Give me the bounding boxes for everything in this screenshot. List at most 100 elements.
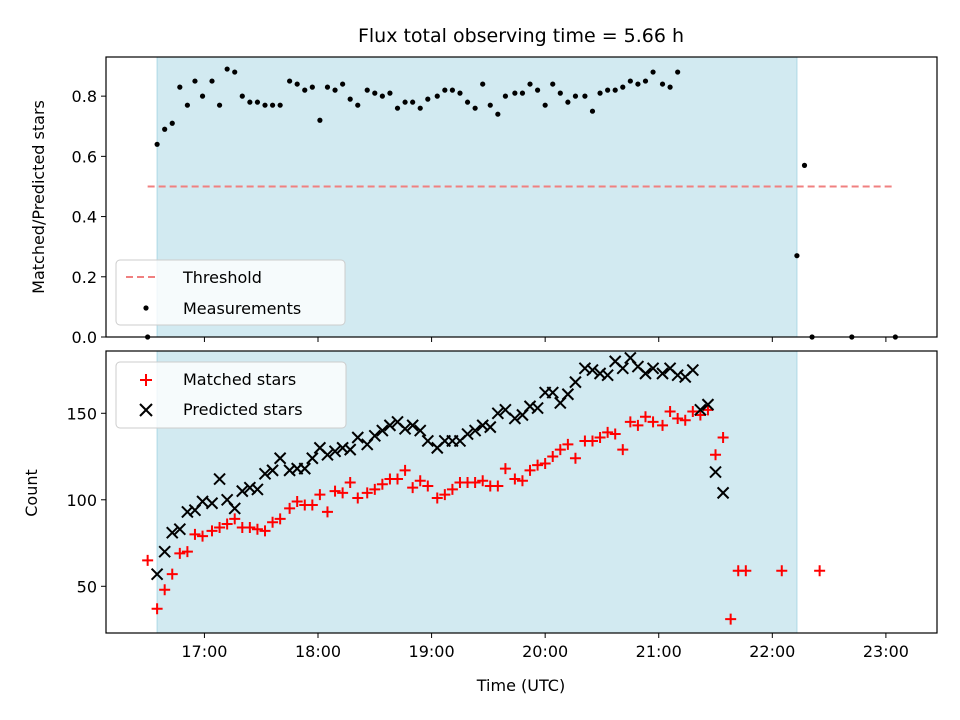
- matched-starspoint: [431, 492, 443, 504]
- predicted-starspoint: [716, 486, 730, 500]
- predicted-starspoint: [671, 369, 684, 382]
- matched-starspoint: [516, 475, 528, 487]
- matched-starspoint: [672, 412, 684, 424]
- predicted-starspoint: [213, 472, 226, 486]
- predicted-starspoint: [336, 441, 349, 455]
- predicted-starspoint: [531, 401, 544, 415]
- matched-starspoint: [321, 506, 333, 518]
- bottom-xlabel: Time (UTC): [476, 676, 565, 695]
- y-tick-label: 150: [66, 404, 97, 423]
- matched-starspoint: [602, 426, 614, 438]
- predicted-starspoint: [166, 526, 179, 539]
- matched-starspoint: [562, 438, 574, 450]
- predicted-starspoint: [593, 367, 607, 380]
- x-tick-label: 23:00: [863, 642, 909, 661]
- predicted-starspoint: [701, 398, 715, 411]
- measurementspoint: [527, 81, 533, 87]
- matched-starspoint: [166, 568, 178, 580]
- measurementspoint: [457, 90, 463, 96]
- measurementspoint: [394, 105, 401, 111]
- measurementspoint: [582, 93, 588, 99]
- measurementspoint: [565, 99, 571, 105]
- predicted-starspoint: [508, 412, 522, 425]
- predicted-starspoint: [569, 375, 582, 389]
- matched-starspoint: [594, 432, 606, 444]
- matched-starspoint: [414, 475, 426, 487]
- measurementspoint: [675, 69, 681, 75]
- matched-starspoint: [314, 489, 326, 501]
- predicted-starspoint: [414, 424, 427, 437]
- measurementspoint: [472, 105, 478, 111]
- matched-starspoint: [189, 528, 201, 540]
- matched-starspoint: [657, 419, 669, 431]
- predicted-starspoint: [243, 481, 257, 494]
- predicted-starspoint: [398, 422, 412, 436]
- matched-starspoint: [221, 518, 233, 530]
- measurementspoint: [239, 93, 245, 99]
- predicted-starspoint: [306, 452, 319, 465]
- matched-starspoint: [694, 409, 706, 421]
- measurementspoint: [364, 87, 370, 93]
- y-tick-label: 0.0: [72, 328, 97, 347]
- predicted-starspoint: [351, 431, 364, 444]
- predicted-starspoint: [236, 484, 249, 498]
- predicted-starspoint: [328, 445, 342, 458]
- measurementspoint: [659, 81, 666, 87]
- matched-starspoint: [229, 513, 241, 525]
- measurementspoint: [502, 93, 509, 99]
- matched-starspoint: [244, 521, 256, 533]
- matched-starspoint: [369, 483, 381, 495]
- measurementspoint: [169, 120, 175, 126]
- measurementspoint: [849, 334, 855, 340]
- measurementspoint: [145, 334, 151, 340]
- top-ylabel: Matched/Predicted stars: [29, 100, 48, 294]
- predicted-starspoint: [491, 407, 505, 420]
- predicted-starspoint: [251, 483, 264, 496]
- matched-starspoint: [142, 554, 154, 566]
- measurementspoint: [519, 90, 526, 96]
- matched-starspoint: [159, 584, 171, 596]
- predicted-starspoint: [476, 419, 489, 432]
- matched-starspoint: [197, 530, 209, 542]
- x-tick-label: 18:00: [295, 642, 341, 661]
- bottom-legend: Matched stars Predicted stars: [115, 361, 347, 429]
- measurementspoint: [417, 105, 423, 111]
- measurementspoint: [232, 69, 238, 75]
- matched-starspoint: [524, 464, 536, 476]
- x-tick-label: 21:00: [636, 642, 682, 661]
- figure-title: Flux total observing time = 5.66 h: [358, 25, 684, 47]
- predicted-starspoint: [228, 502, 241, 515]
- measurementspoint: [572, 93, 579, 99]
- predicted-legend-label: Predicted stars: [183, 400, 303, 419]
- measurementspoint: [495, 111, 501, 117]
- measurementspoint: [464, 99, 471, 105]
- matched-starspoint: [569, 452, 581, 464]
- matched-starspoint: [492, 480, 504, 492]
- bottom-legend-box: [115, 361, 347, 429]
- measurementspoint: [801, 162, 808, 168]
- top-axis-ticks: 0.0 0.2 0.4 0.6 0.8: [72, 87, 887, 347]
- measurementspoint: [542, 102, 548, 108]
- y-tick-label: 100: [66, 491, 97, 510]
- bottom-panel: 17:00 18:00 19:00 20:00 21:00 22:00 23:00 50 100…: [22, 350, 938, 695]
- matched-starspoint: [639, 411, 651, 423]
- threshold-legend-label: Threshold: [182, 268, 262, 287]
- matched-starspoint: [259, 525, 271, 537]
- matched-starspoint: [702, 404, 714, 416]
- predicted-starspoint: [686, 363, 700, 377]
- top-panel-frame: [105, 56, 938, 338]
- matched-starspoint: [274, 513, 286, 525]
- matched-legend-label: Matched stars: [183, 370, 296, 389]
- measurementspoint: [410, 99, 416, 105]
- measurementspoint: [347, 96, 353, 102]
- predicted-starspoint: [656, 367, 669, 380]
- measurementspoint: [332, 87, 338, 93]
- matched-starspoint: [174, 547, 186, 559]
- x-tick-label: 20:00: [522, 642, 568, 661]
- matched-starspoint: [647, 416, 659, 428]
- predicted-starspoint: [421, 434, 435, 448]
- predicted-starspoint: [383, 419, 397, 432]
- measurementspoint: [589, 108, 596, 114]
- matched-starspoint: [291, 496, 303, 508]
- matched-starspoint: [814, 565, 826, 577]
